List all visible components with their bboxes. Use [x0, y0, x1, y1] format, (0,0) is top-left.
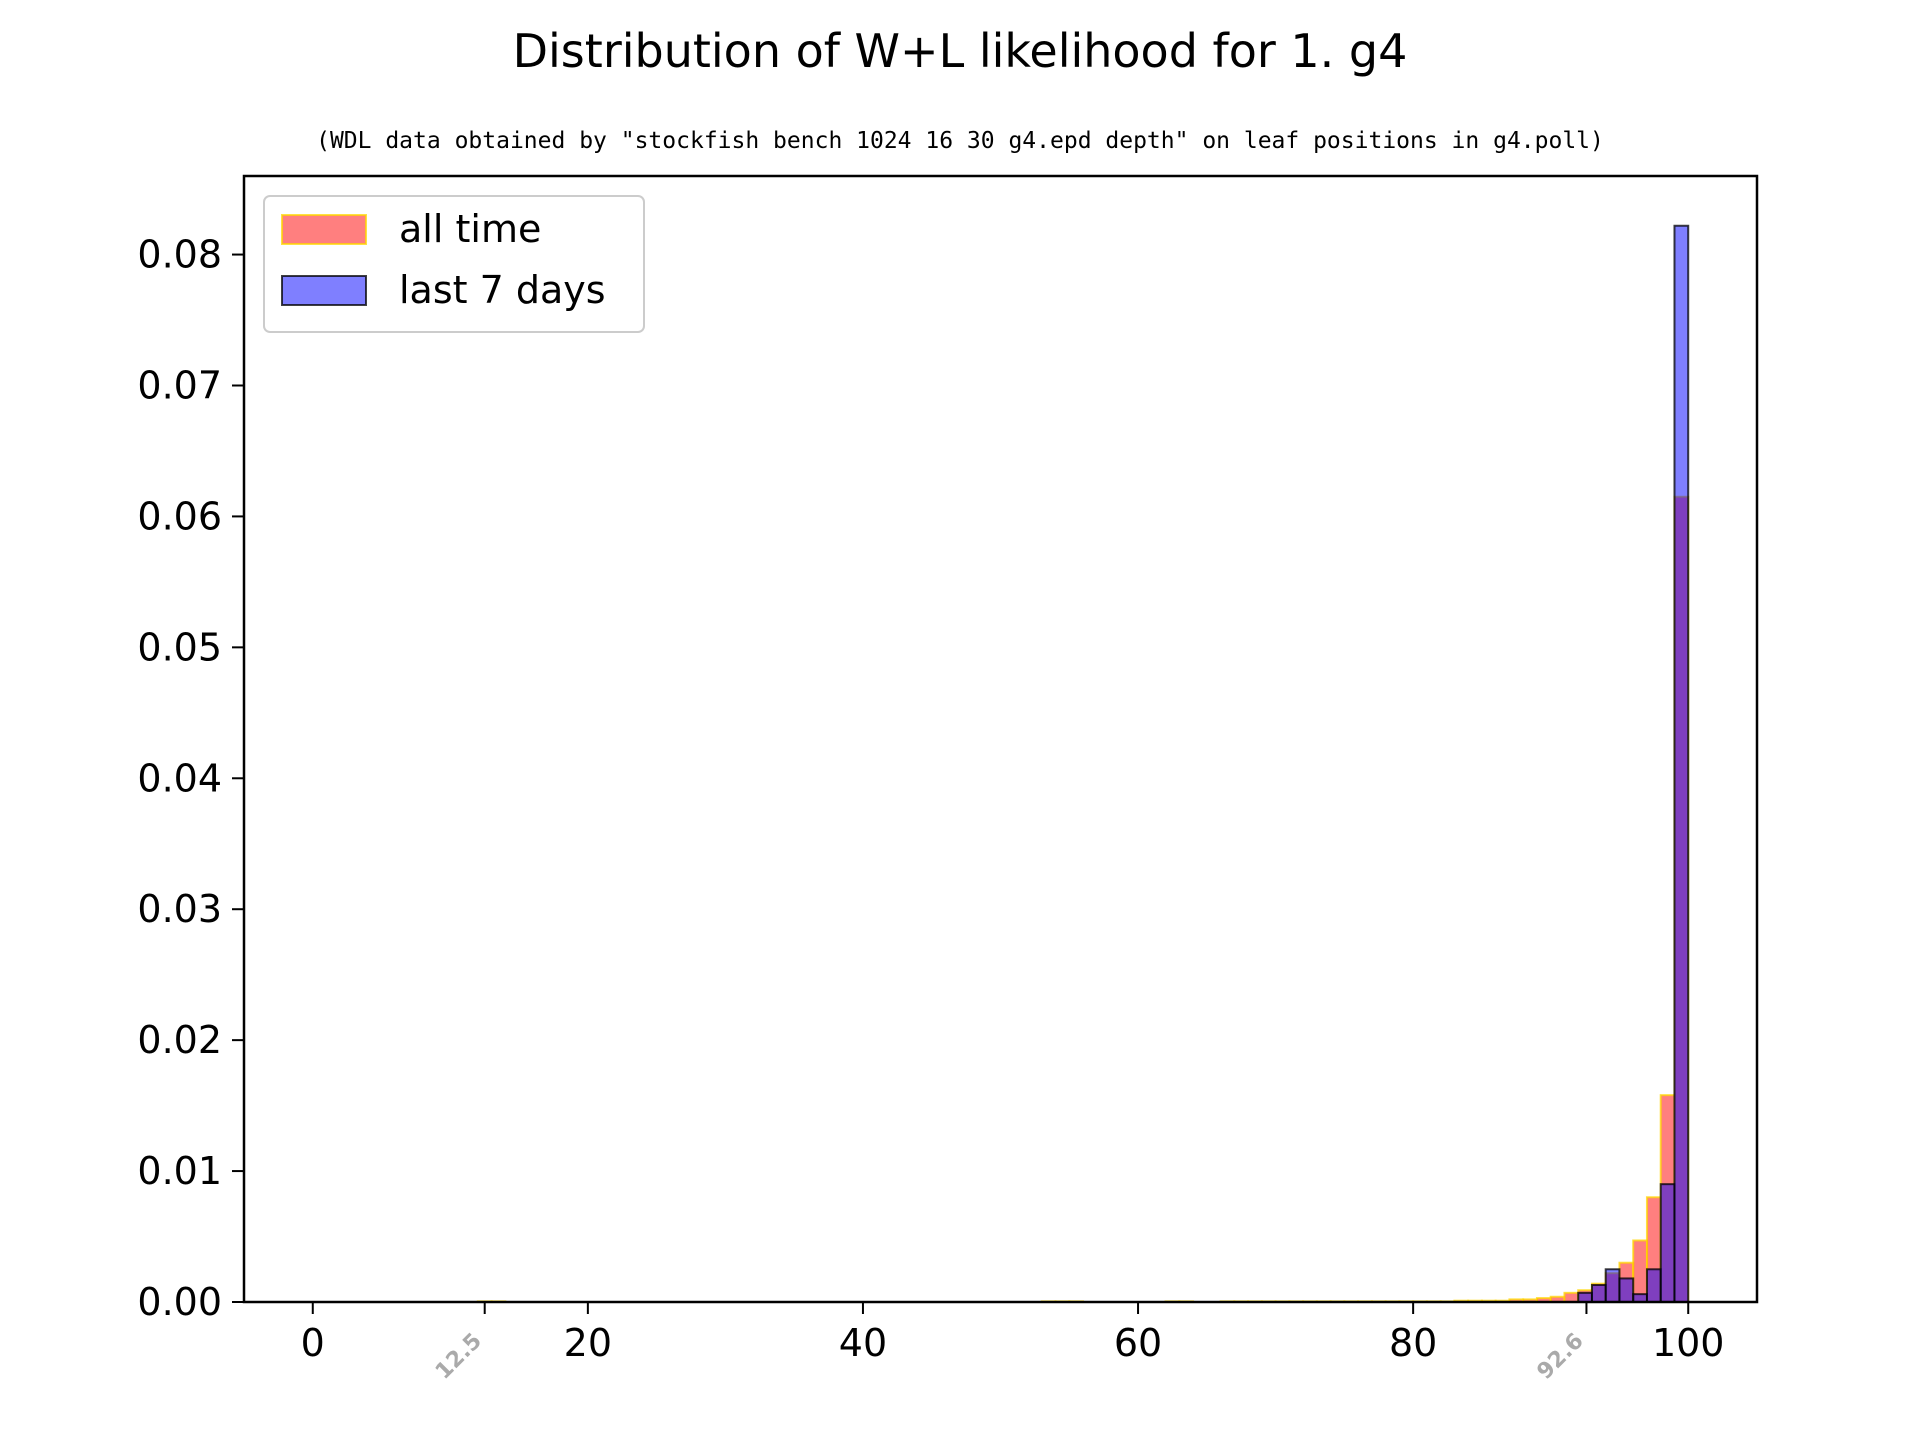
- legend-swatch: [281, 275, 367, 306]
- y-tick-label: 0.05: [137, 625, 222, 669]
- y-tick-label: 0.01: [137, 1149, 222, 1193]
- chart-title: Distribution of W+L likelihood for 1. g4: [513, 24, 1408, 78]
- bar: [1659, 1183, 1676, 1304]
- y-tick-label: 0.04: [137, 756, 222, 800]
- x-tick-label: 60: [1114, 1321, 1162, 1365]
- y-tick-label: 0.00: [137, 1280, 222, 1324]
- series-0: [476, 495, 1690, 1304]
- x-tick-label: 0: [301, 1321, 325, 1365]
- marker-label: 12.5: [431, 1329, 487, 1385]
- y-tick-label: 0.06: [137, 494, 222, 538]
- legend-swatch: [281, 214, 367, 245]
- bar: [1673, 224, 1690, 1303]
- x-tick-label: 80: [1389, 1321, 1437, 1365]
- x-tick-label: 40: [839, 1321, 887, 1365]
- bar: [1590, 1283, 1607, 1303]
- y-axis: 0.00 0.01 0.02 0.03 0.04 0.05 0.06 0.07 0.08: [137, 233, 244, 1324]
- legend-label: all time: [399, 207, 541, 251]
- x-axis: 0 20 40 60 80 100: [301, 1302, 1725, 1365]
- x-tick-label: 20: [564, 1321, 612, 1365]
- bar: [1618, 1277, 1635, 1304]
- y-tick-label: 0.07: [137, 363, 222, 407]
- legend-label: last 7 days: [399, 268, 606, 312]
- bar: [1632, 1239, 1648, 1303]
- plot-frame: [242, 174, 1759, 1304]
- bar: [1563, 1291, 1580, 1303]
- bar: [1604, 1268, 1621, 1304]
- marker-label: 92.6: [1533, 1329, 1589, 1385]
- y-tick-label: 0.02: [137, 1018, 222, 1062]
- bar: [1645, 1268, 1662, 1304]
- legend: all time last 7 days: [263, 195, 645, 333]
- y-tick-label: 0.08: [137, 233, 222, 277]
- chart-subtitle: (WDL data obtained by "stockfish bench 1…: [316, 128, 1604, 154]
- bars-layer: [476, 224, 1690, 1304]
- y-tick-label: 0.03: [137, 887, 222, 931]
- bar: [1577, 1291, 1593, 1303]
- x-tick-label: 100: [1652, 1321, 1725, 1365]
